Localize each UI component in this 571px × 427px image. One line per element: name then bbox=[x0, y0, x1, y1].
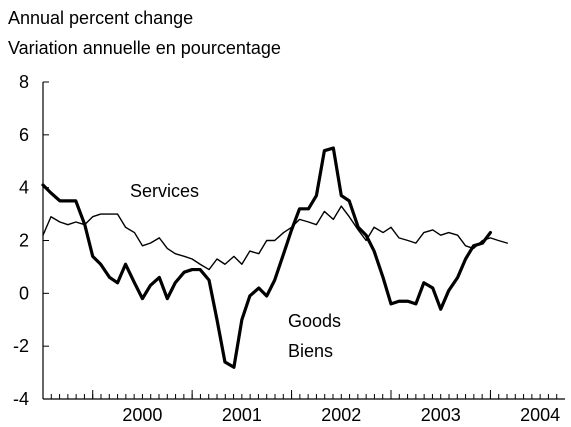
goods-series-line bbox=[41, 146, 493, 369]
chart-plot-area: 8 6 4 2 0 -2 -4 2000 2001 2002 2003 2004 Services Goo… bbox=[13, 72, 565, 425]
biens-series-label: Biens bbox=[288, 341, 333, 361]
y-axis-tick-label: 8 bbox=[19, 72, 29, 92]
y-axis-tick-label: -2 bbox=[13, 336, 29, 356]
services-series-label: Services bbox=[130, 181, 199, 201]
chart-title-line-2: Variation annuelle en pourcentage bbox=[8, 38, 281, 58]
services-series-line bbox=[42, 205, 509, 271]
y-axis-tick-label: 6 bbox=[19, 125, 29, 145]
y-axis-tick-label: 2 bbox=[19, 231, 29, 251]
y-axis-tick-label: -4 bbox=[13, 389, 29, 409]
y-axis-tick-label: 0 bbox=[19, 283, 29, 303]
x-axis-tick-label: 2004 bbox=[520, 405, 560, 425]
y-axis-tick-label: 4 bbox=[19, 178, 29, 198]
goods-series-label: Goods bbox=[288, 311, 341, 331]
x-axis-tick-label: 2001 bbox=[222, 405, 262, 425]
x-axis-tick-label: 2003 bbox=[421, 405, 461, 425]
x-axis-tick-label: 2002 bbox=[321, 405, 361, 425]
chart-title-line-1: Annual percent change bbox=[8, 8, 193, 28]
x-axis-tick-label: 2000 bbox=[122, 405, 162, 425]
